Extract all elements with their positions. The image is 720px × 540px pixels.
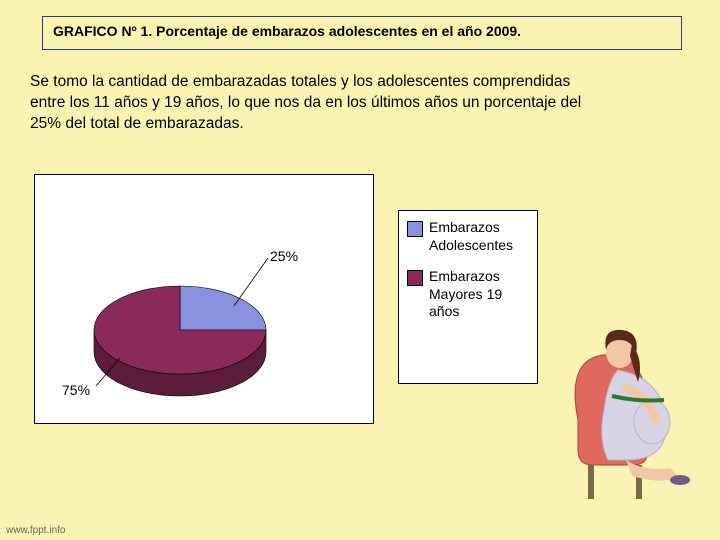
slide: { "background_color": "#fbf3b2", "title_… xyxy=(0,0,720,540)
legend-item: Embarazos Adolescentes xyxy=(407,219,529,254)
pie-label-75: 75% xyxy=(62,382,90,398)
legend-label: Embarazos Mayores 19 años xyxy=(429,268,529,321)
chart-legend: Embarazos Adolescentes Embarazos Mayores… xyxy=(398,210,538,384)
pregnant-woman-illustration xyxy=(548,300,708,510)
legend-item: Embarazos Mayores 19 años xyxy=(407,268,529,321)
pie-label-25: 25% xyxy=(270,248,298,264)
footer-credit: www.fppt.info xyxy=(6,525,65,536)
legend-label: Embarazos Adolescentes xyxy=(429,219,529,254)
legend-swatch-icon xyxy=(407,270,423,286)
legend-swatch-icon xyxy=(407,221,423,237)
